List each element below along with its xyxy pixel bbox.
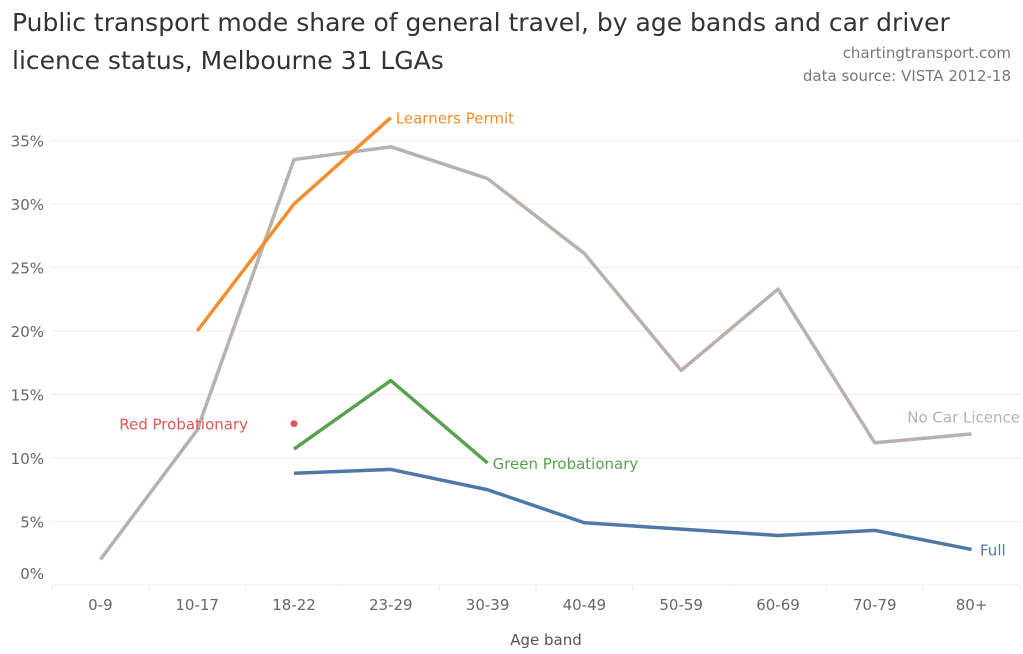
series-label: Full xyxy=(980,541,1006,559)
x-tick-label: 30-39 xyxy=(466,596,510,614)
series-label: No Car Licence xyxy=(907,408,1020,426)
credit: chartingtransport.com xyxy=(842,44,1011,62)
y-tick-label: 15% xyxy=(11,387,44,405)
x-axis-title: Age band xyxy=(510,631,582,649)
series-line-green-probationary xyxy=(292,378,489,465)
data-source: data source: VISTA 2012-18 xyxy=(802,67,1011,85)
x-tick-label: 60-69 xyxy=(756,596,800,614)
x-tick-label: 0-9 xyxy=(88,596,113,614)
x-tick-label: 18-22 xyxy=(272,596,316,614)
x-tick-label: 80+ xyxy=(956,596,988,614)
series-point-red-probationary xyxy=(290,420,298,428)
y-tick-label: 25% xyxy=(11,260,44,278)
series-line-full xyxy=(293,467,972,552)
x-tick-label: 40-49 xyxy=(563,596,607,614)
y-tick-label: 20% xyxy=(11,323,44,341)
y-tick-label: 10% xyxy=(11,450,44,468)
series-line-no-car-licence xyxy=(98,145,972,561)
y-tick-label: 0% xyxy=(20,565,44,583)
x-tick-label: 23-29 xyxy=(369,596,413,614)
y-tick-label: 5% xyxy=(20,514,44,532)
y-tick-label: 35% xyxy=(11,133,44,151)
y-tick-label: 30% xyxy=(11,196,44,214)
series-label: Green Probationary xyxy=(493,455,639,473)
chart-title: Public transport mode share of general t… xyxy=(12,8,950,75)
series-label: Red Probationary xyxy=(119,416,248,434)
series-line-learners-permit xyxy=(195,116,392,333)
series-label: Learners Permit xyxy=(396,110,514,128)
x-tick-label: 50-59 xyxy=(659,596,703,614)
x-tick-label: 70-79 xyxy=(853,596,897,614)
x-tick-label: 10-17 xyxy=(175,596,219,614)
